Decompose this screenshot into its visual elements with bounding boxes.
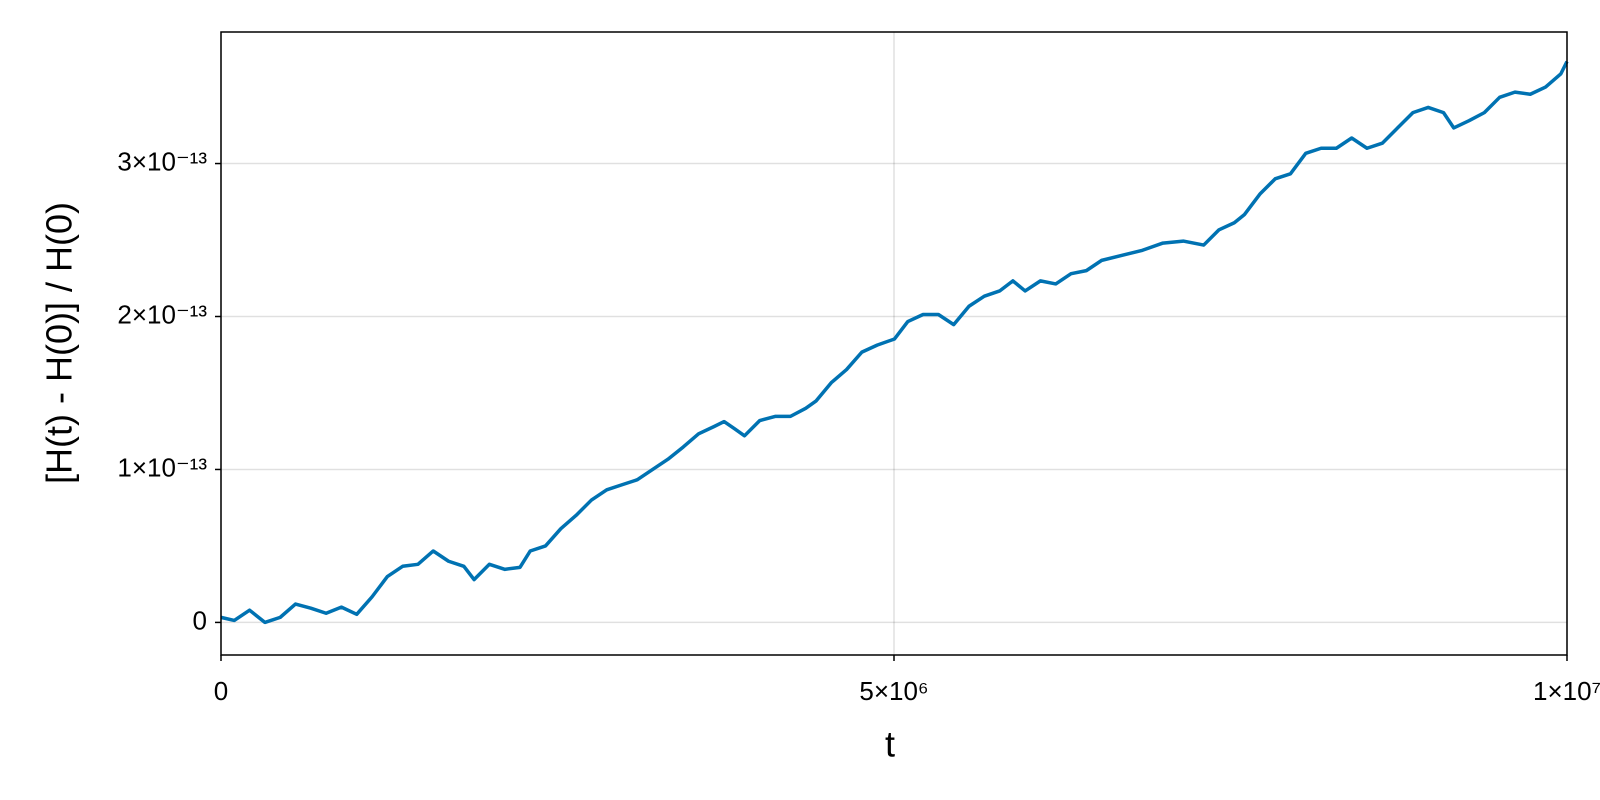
y-tick-label: 2×10⁻¹³ (117, 299, 207, 329)
x-tick-label: 1×10⁷ (1533, 676, 1600, 706)
y-tick-label: 3×10⁻¹³ (117, 146, 207, 176)
plot-frame (220, 31, 1568, 656)
x-tick-label: 0 (214, 676, 228, 706)
data-line (220, 60, 1569, 625)
y-axis-label: [H(t) - H(0)] / H(0) (39, 202, 80, 484)
x-axis-label: t (885, 724, 895, 765)
y-tick-label: 0 (193, 605, 207, 635)
y-tick-label: 1×10⁻¹³ (117, 452, 207, 482)
x-tick-label: 5×10⁶ (859, 676, 928, 706)
